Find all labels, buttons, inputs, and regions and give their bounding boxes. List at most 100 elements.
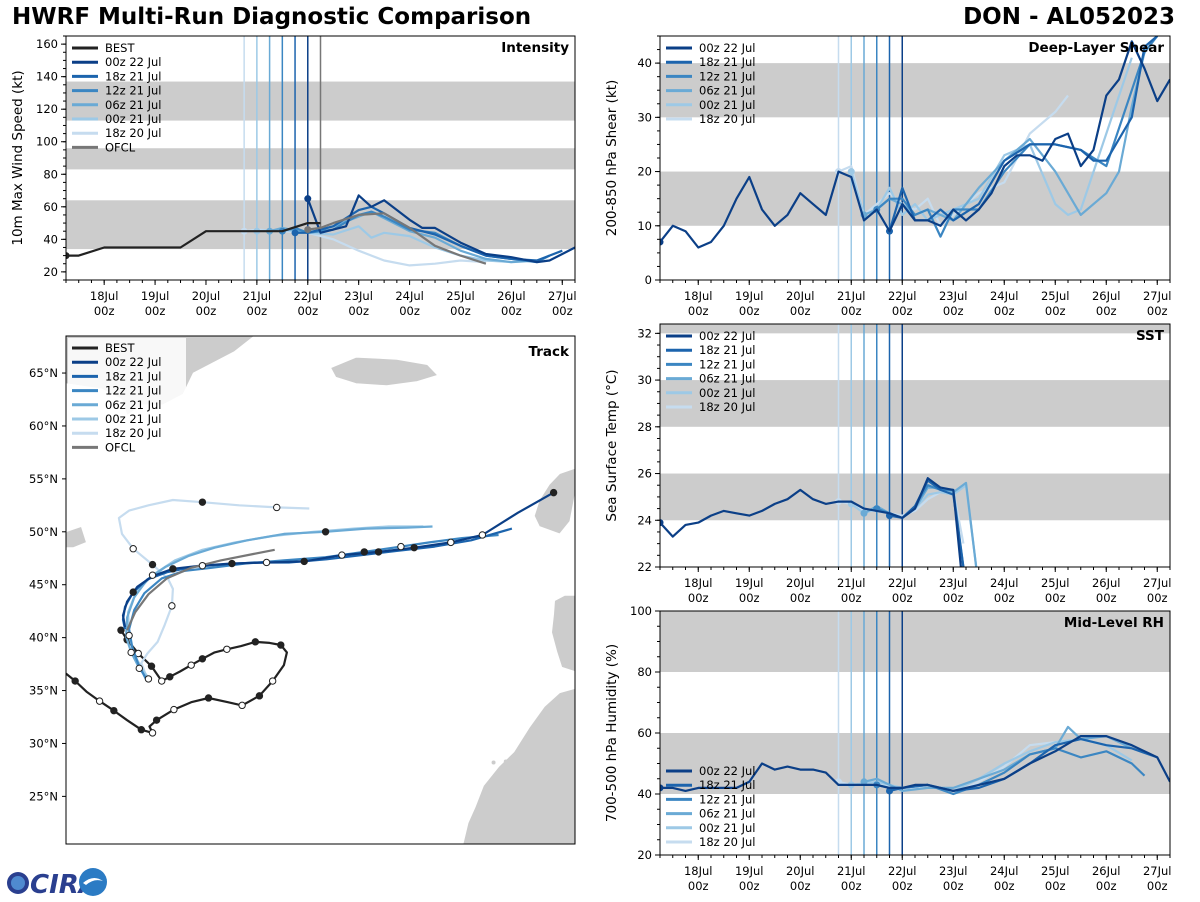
rh-chart: 2040608010018Jul00z19Jul00z20Jul00z21Jul… <box>604 604 1172 893</box>
x-tick-label-hour: 00z <box>790 304 811 318</box>
y-tick-label: 120 <box>36 102 58 116</box>
x-tick-label-hour: 00z <box>1147 879 1168 893</box>
track-position-marker <box>238 701 246 710</box>
series-start-point <box>860 778 868 786</box>
series-start-point <box>660 238 664 246</box>
legend-label: 00z 22 Jul <box>699 329 756 343</box>
x-tick-label-hour: 00z <box>841 879 862 893</box>
x-tick-label-hour: 00z <box>247 304 268 318</box>
x-tick-label-date: 21Jul <box>243 289 272 303</box>
x-tick-label-hour: 00z <box>1096 304 1117 318</box>
x-tick-label-hour: 00z <box>892 591 913 605</box>
x-tick-label-hour: 00z <box>994 591 1015 605</box>
threshold-band <box>660 324 1170 334</box>
track-position-marker <box>360 548 368 556</box>
track-position-marker <box>148 729 157 737</box>
x-tick-label-hour: 00z <box>994 304 1015 318</box>
track-position-marker <box>117 626 125 634</box>
cira-logo-graphic: CIRA <box>7 868 107 900</box>
y-tick-label: 80 <box>43 167 58 181</box>
legend-label: 12z 21 Jul <box>699 357 756 371</box>
x-tick-label-hour: 00z <box>196 304 217 318</box>
x-tick-label-date: 22Jul <box>888 864 917 878</box>
y-tick-label: 60 <box>637 726 652 740</box>
legend-label: 06z 21 Jul <box>699 807 756 821</box>
x-tick-label-date: 21Jul <box>837 864 866 878</box>
legend-label: 06z 21 Jul <box>105 398 162 412</box>
panel-title: Mid-Level RH <box>1064 615 1164 631</box>
x-tick-label-date: 27Jul <box>1143 576 1172 590</box>
track-position-marker <box>147 662 156 670</box>
track-position-marker <box>268 677 277 685</box>
track-position-marker <box>228 559 236 568</box>
land-island <box>503 759 508 764</box>
lat-tick-label: 30°N <box>29 736 58 750</box>
track-position-marker <box>187 661 195 669</box>
track-position-marker <box>262 558 271 567</box>
series-start-point <box>660 519 664 527</box>
series-start-point <box>860 509 868 517</box>
track-position-marker <box>338 551 346 559</box>
track-position-marker <box>273 503 281 512</box>
x-tick-label-date: 22Jul <box>888 576 917 590</box>
track-line <box>124 525 433 680</box>
y-tick-label: 160 <box>36 37 58 51</box>
y-tick-label: 24 <box>637 513 652 527</box>
x-tick-label-hour: 00z <box>450 304 471 318</box>
land-africa <box>462 687 575 844</box>
x-tick-label-date: 19Jul <box>735 576 764 590</box>
lat-tick-label: 50°N <box>29 525 58 539</box>
x-tick-label-hour: 00z <box>688 879 709 893</box>
y-tick-label: 30 <box>637 110 652 124</box>
lat-tick-label: 65°N <box>29 366 58 380</box>
x-tick-label-date: 24Jul <box>395 289 424 303</box>
map-frame <box>65 335 576 845</box>
legend-label: 12z 21 Jul <box>699 792 756 806</box>
track-position-marker <box>71 677 79 685</box>
panel-title: Track <box>529 344 570 360</box>
legend-label: 00z 21 Jul <box>699 821 756 835</box>
x-tick-label-hour: 00z <box>94 304 115 318</box>
legend-label: 18z 21 Jul <box>105 69 162 83</box>
track-position-marker <box>157 677 166 685</box>
x-tick-label-hour: 00z <box>739 304 760 318</box>
track-position-marker <box>300 557 308 566</box>
x-tick-label-date: 26Jul <box>497 289 526 303</box>
globe-inner-icon <box>11 876 25 890</box>
legend-label: 12z 21 Jul <box>105 84 162 98</box>
x-tick-label-hour: 00z <box>1147 591 1168 605</box>
x-tick-label-date: 27Jul <box>1143 289 1172 303</box>
threshold-band <box>660 611 1170 672</box>
intensity-chart: 2040608010012014016018Jul00z19Jul00z20Ju… <box>10 35 577 318</box>
x-tick-label-hour: 00z <box>1147 304 1168 318</box>
track-line <box>66 629 288 734</box>
y-tick-label: 30 <box>637 373 652 387</box>
legend-label: 12z 21 Jul <box>699 69 756 83</box>
legend-label: 18z 21 Jul <box>699 343 756 357</box>
x-tick-label-hour: 00z <box>943 591 964 605</box>
x-tick-label-hour: 00z <box>348 304 369 318</box>
series-start-point <box>66 252 70 260</box>
series-start-point <box>304 226 312 234</box>
y-tick-label: 40 <box>637 56 652 70</box>
y-tick-label: 28 <box>637 420 652 434</box>
x-tick-label-date: 18Jul <box>684 864 713 878</box>
x-tick-label-hour: 00z <box>841 304 862 318</box>
series-start-point <box>847 168 855 176</box>
plot-area <box>660 611 1170 855</box>
track-position-marker <box>169 565 177 573</box>
panel-title: Intensity <box>501 40 569 56</box>
land-maritimes <box>66 525 87 549</box>
series-line <box>863 481 978 567</box>
legend-label: 18z 21 Jul <box>699 778 756 792</box>
x-tick-label-date: 19Jul <box>141 289 170 303</box>
x-tick-label-date: 26Jul <box>1092 864 1121 878</box>
track-position-marker <box>397 542 405 551</box>
x-tick-label-hour: 00z <box>1045 304 1066 318</box>
x-tick-label-date: 25Jul <box>1041 864 1070 878</box>
x-tick-label-date: 20Jul <box>786 864 815 878</box>
y-tick-label: 20 <box>637 848 652 862</box>
legend-label: 18z 20 Jul <box>699 835 756 849</box>
y-tick-label: 100 <box>36 135 58 149</box>
y-tick-label: 0 <box>645 273 652 287</box>
